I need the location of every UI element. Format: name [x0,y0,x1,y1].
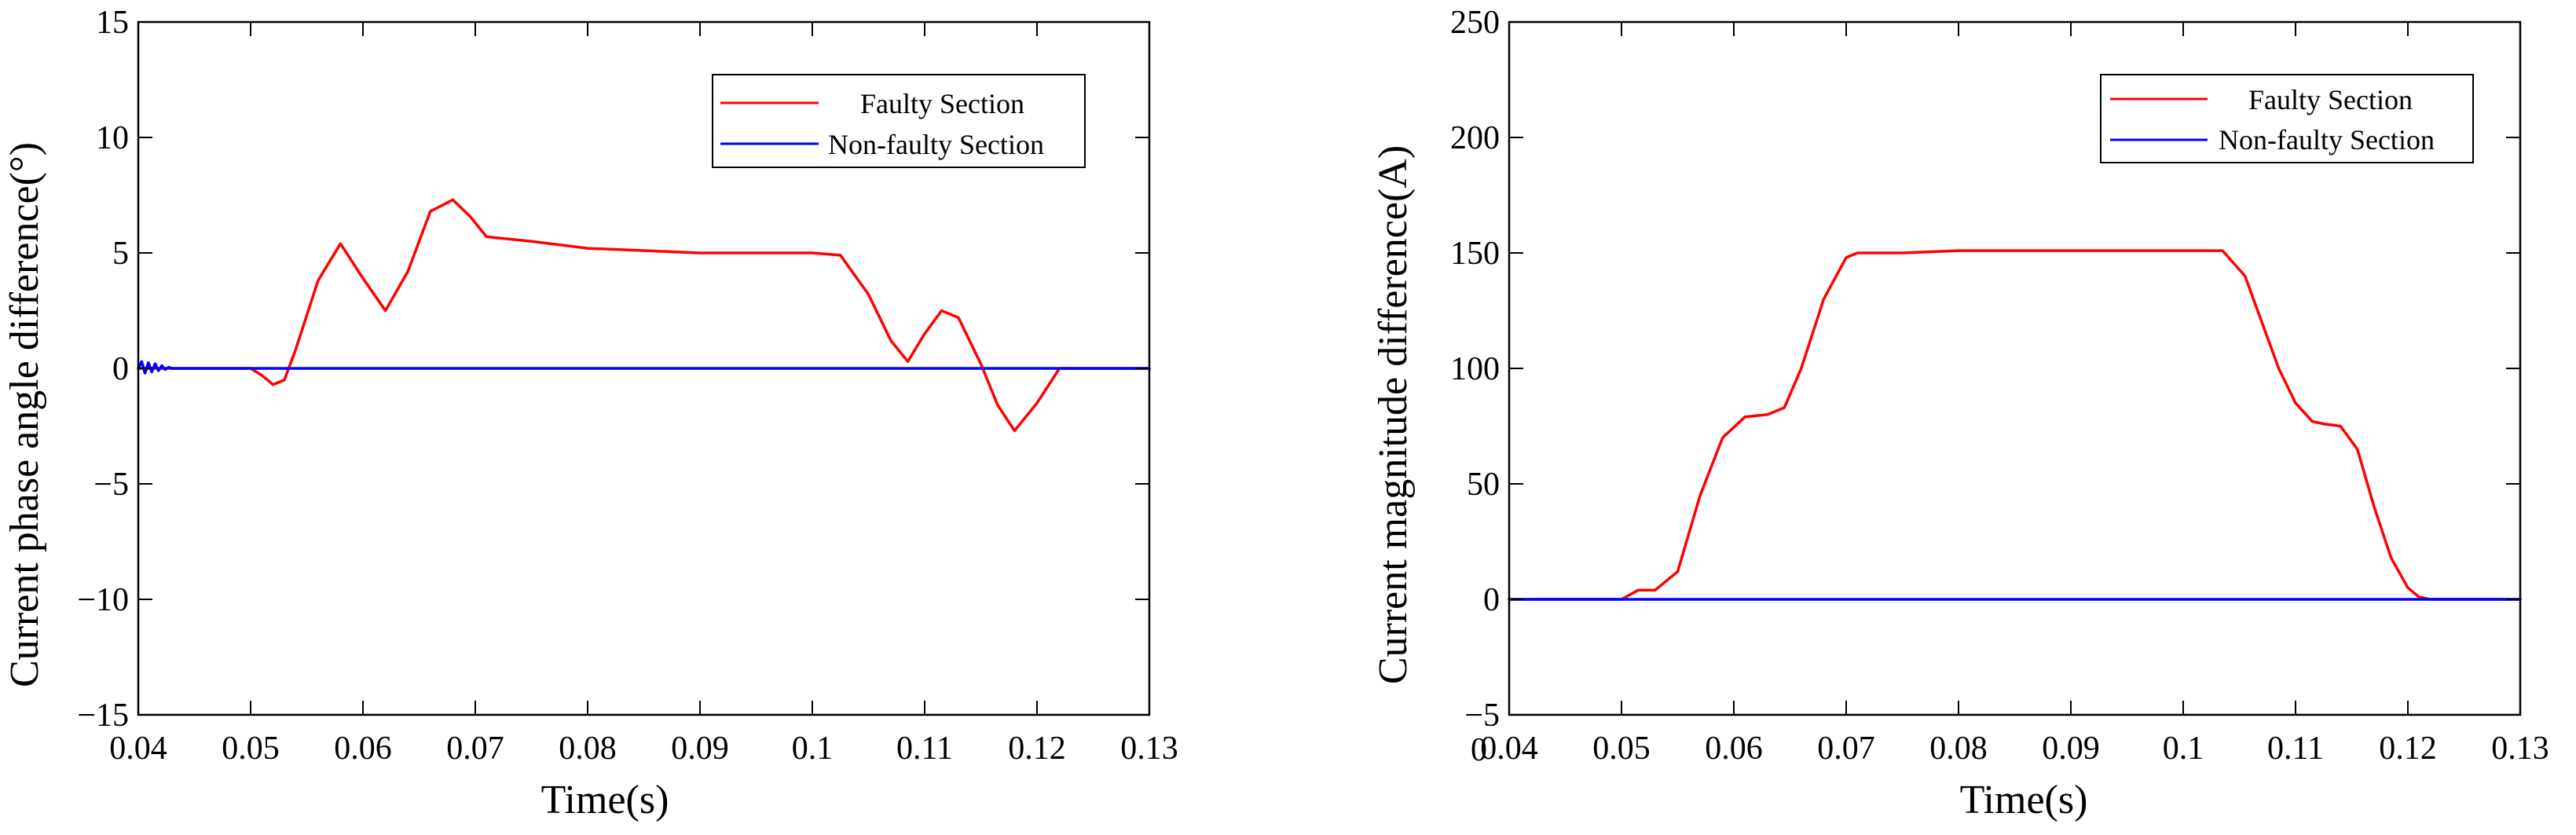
chart1-xtick-label: 0.07 [1817,731,1875,767]
chart0-ytick-label: −10 [77,582,129,618]
chart0-xtick-label: 0.12 [1008,731,1066,767]
chart1-xtick-label: 0.13 [2491,731,2549,767]
chart0-xtick-label: 0.1 [792,731,834,767]
chart0-legend-label-nonfaulty: Non-faulty Section [828,129,1044,160]
chart1-ytick-label: 250 [1450,5,1500,41]
chart1-ytick-label: 0 [1483,582,1500,618]
chart1-xtick-label: 0.06 [1705,731,1763,767]
chart0-ytick-label: −5 [93,467,129,503]
chart0-xlabel: Time(s) [541,778,669,822]
chart1-xtick-label: 0.05 [1592,731,1651,767]
chart0-xtick-label: 0.08 [559,731,617,767]
chart0-ytick-label: 10 [96,120,129,156]
chart1-plot-area: 0.04 0.05 0.06 0.07 0.08 0.09 0.1 0.11 0.12 0.13 −… [1450,5,2549,767]
chart1-ytick-label: 150 [1450,236,1500,272]
chart0-legend-label-faulty: Faulty Section [860,88,1024,119]
chart1-legend-label-nonfaulty: Non-faulty Section [2219,124,2435,156]
chart0-ytick-label: 15 [96,5,129,41]
chart1-xtick-label: 0.12 [2379,731,2437,767]
chart0-xtick-label: 0.06 [334,731,392,767]
chart0-ytick-label: 0 [112,351,129,387]
chart0-series-faulty-line [137,198,1151,433]
chart1-legend: Faulty Section Non-faulty Section [2100,74,2474,163]
chart1-corner-label: 0 [1471,732,1487,768]
chart1-ytick-label: 50 [1467,467,1500,503]
chart1-xtick-label: 0.04 [1480,731,1538,767]
chart1-xtick-label: 0.1 [2163,731,2204,767]
chart0-legend: Faulty Section Non-faulty Section [712,74,1086,168]
chart1-legend-box [2100,74,2474,163]
chart0-xtick-label: 0.09 [671,731,729,767]
chart1-ytick-label: 100 [1450,351,1500,387]
chart1-xtick-label: 0.09 [2042,731,2100,767]
chart0-xtick-label: 0.13 [1120,731,1178,767]
chart1-series-faulty-line [1508,249,2522,601]
chart1-xtick-label: 0.11 [2267,731,2324,767]
chart0-xtick-label: 0.07 [446,731,504,767]
chart1-ytick-label: −5 [1464,698,1500,734]
chart1-xtick-label: 0.08 [1929,731,1988,767]
chart0-series-nonfaulty-line [137,360,1151,375]
chart1-xlabel: Time(s) [1960,778,2088,822]
chart0-xtick-label: 0.05 [222,731,280,767]
chart0-legend-box [712,74,1086,168]
chart0-plot-area: 0.04 0.05 0.06 0.07 0.08 0.09 0.1 0.11 0.12 0.13 −… [77,5,1178,767]
chart1-ytick-label: 200 [1450,120,1500,156]
chart0-ytick-label: 5 [112,236,129,272]
chart0-xtick-label: 0.04 [109,731,167,767]
chart0-xtick-label: 0.11 [896,731,953,767]
chart0-ytick-label: −15 [77,698,129,734]
chart1-legend-label-faulty: Faulty Section [2248,84,2413,115]
magnitude-chart: Current magnitude difference(A) Time(s) … [1371,5,2549,822]
chart1-ylabel: Current magnitude difference(A) [1371,145,1416,684]
phase-angle-chart: Current phase angle difference(°) Time(s… [2,5,1178,822]
chart0-ylabel: Current phase angle difference(°) [2,142,47,687]
